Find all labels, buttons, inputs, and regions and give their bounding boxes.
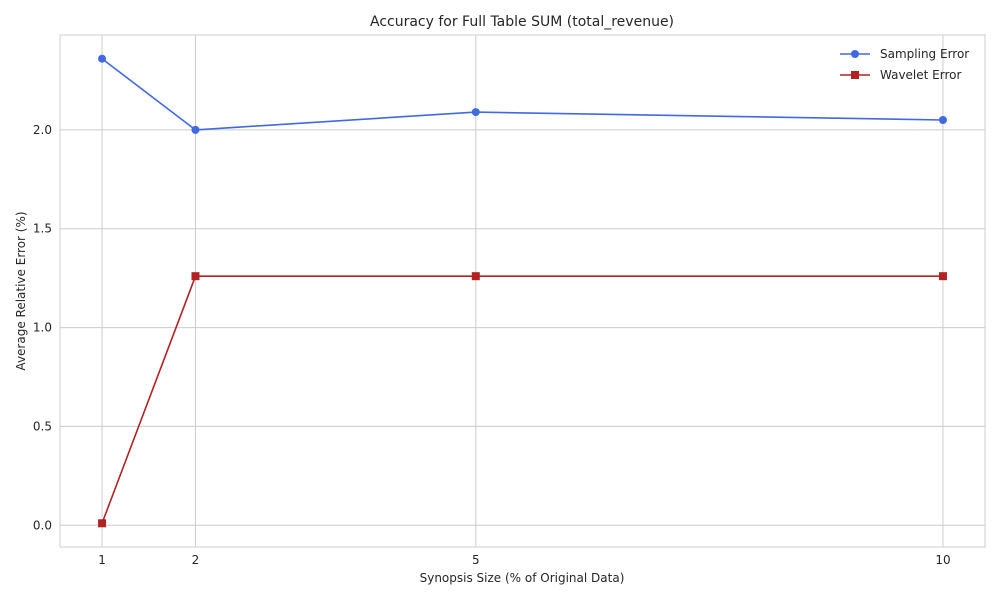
y-tick-label: 0.0	[33, 518, 52, 532]
x-axis-ticks: 1 2 5 10	[98, 553, 950, 567]
plot-frame	[59, 34, 986, 548]
data-point	[98, 519, 107, 528]
series-line	[101, 58, 943, 131]
series-line	[101, 275, 943, 524]
data-point	[471, 272, 480, 281]
series-group	[98, 54, 947, 528]
y-tick-label: 2.0	[33, 123, 52, 137]
x-tick-label: 1	[98, 553, 106, 567]
y-tick-label: 1.5	[33, 222, 52, 236]
y-tick-label: 0.5	[33, 419, 52, 433]
data-point	[191, 272, 200, 281]
legend-item: Sampling Error	[840, 47, 969, 61]
data-point	[471, 108, 480, 117]
x-tick-label: 5	[472, 553, 480, 567]
data-point	[938, 272, 947, 281]
legend-label: Sampling Error	[880, 47, 969, 61]
x-tick-label: 2	[192, 553, 200, 567]
y-tick-label: 1.0	[33, 321, 52, 335]
series-1	[98, 272, 947, 528]
legend-marker	[851, 50, 859, 58]
legend-label: Wavelet Error	[880, 68, 961, 82]
chart-title: Accuracy for Full Table SUM (total_reven…	[370, 14, 674, 30]
data-point	[938, 116, 947, 125]
y-axis-ticks: 0.0 0.5 1.0 1.5 2.0	[33, 123, 52, 532]
legend-marker	[851, 71, 859, 79]
x-tick-label: 10	[935, 553, 950, 567]
data-point	[191, 125, 200, 134]
data-point	[98, 54, 107, 63]
x-axis-label: Synopsis Size (% of Original Data)	[420, 571, 625, 585]
legend: Sampling Error Wavelet Error	[840, 47, 969, 82]
series-0	[98, 54, 947, 134]
legend-item: Wavelet Error	[840, 68, 961, 82]
y-axis-label: Average Relative Error (%)	[14, 211, 28, 370]
gridlines	[60, 35, 985, 547]
